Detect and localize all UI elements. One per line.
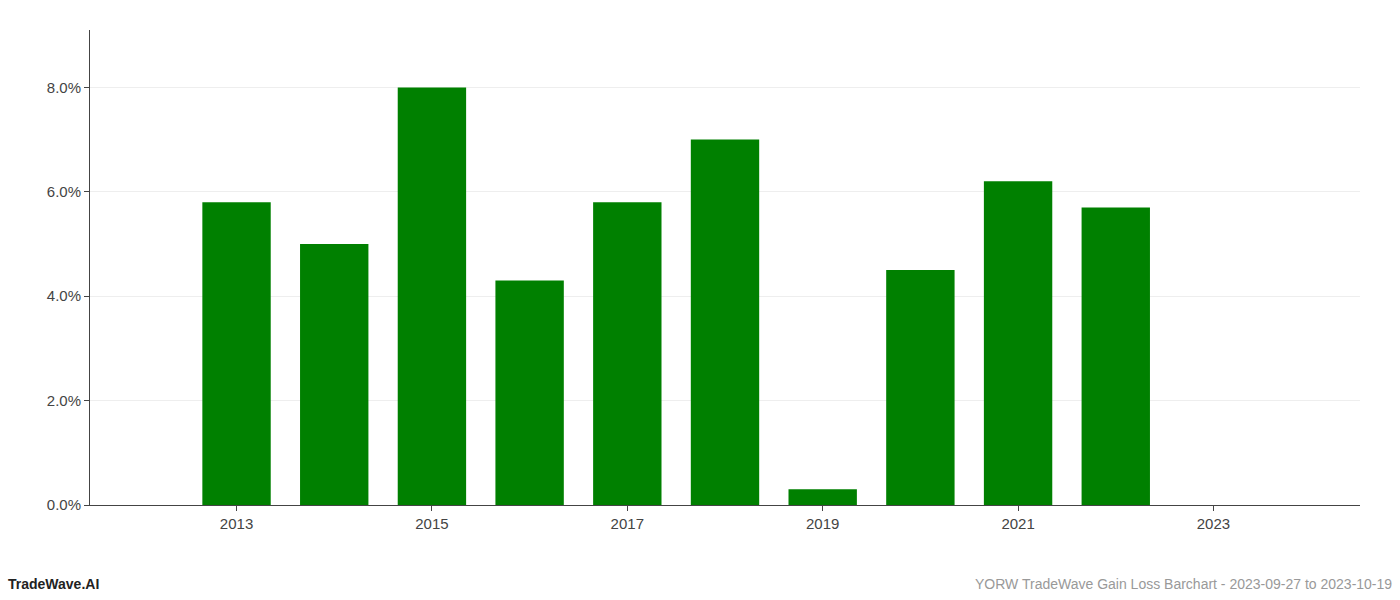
svg-text:2015: 2015: [415, 515, 448, 532]
svg-text:2013: 2013: [220, 515, 253, 532]
svg-text:4.0%: 4.0%: [47, 287, 81, 304]
svg-text:2023: 2023: [1197, 515, 1230, 532]
svg-text:8.0%: 8.0%: [47, 79, 81, 96]
svg-text:2019: 2019: [806, 515, 839, 532]
svg-text:2.0%: 2.0%: [47, 392, 81, 409]
svg-text:TradeWave.AI: TradeWave.AI: [8, 576, 99, 592]
svg-text:0.0%: 0.0%: [47, 496, 81, 513]
svg-text:6.0%: 6.0%: [47, 183, 81, 200]
svg-text:YORW TradeWave Gain Loss Barch: YORW TradeWave Gain Loss Barchart - 2023…: [975, 576, 1392, 592]
svg-text:2021: 2021: [1001, 515, 1034, 532]
svg-text:2017: 2017: [611, 515, 644, 532]
